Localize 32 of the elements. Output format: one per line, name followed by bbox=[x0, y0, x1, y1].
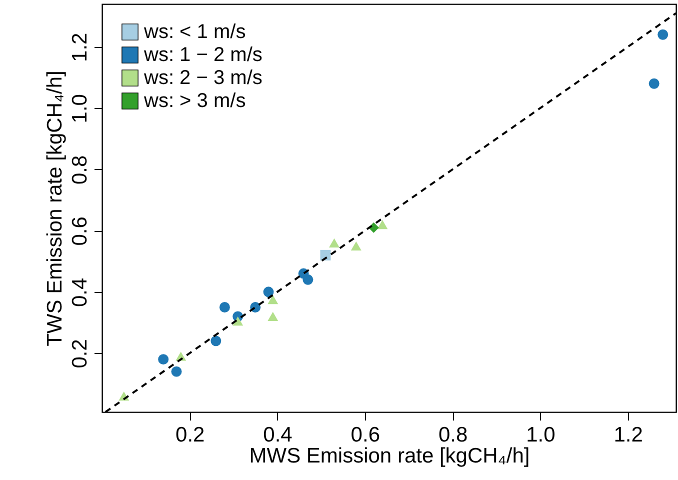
y-tick-label: 0.4 bbox=[68, 278, 92, 308]
point bbox=[328, 238, 340, 248]
point bbox=[658, 29, 668, 40]
x-tick-label: 0.6 bbox=[350, 424, 380, 446]
point bbox=[210, 336, 222, 346]
point bbox=[268, 295, 278, 304]
point bbox=[302, 274, 314, 285]
y-tick-label: 0.2 bbox=[68, 339, 92, 368]
x-tick-label: 0.4 bbox=[263, 424, 293, 446]
y-axis-title: TWS Emission rate [kgCH₄/h] bbox=[44, 70, 66, 346]
y-tick-label: 0.6 bbox=[68, 216, 92, 246]
x-axis-title: MWS Emission rate [kgCH₄/h] bbox=[249, 444, 530, 468]
legend-label: ws: 2 − 3 m/s bbox=[143, 67, 262, 89]
point bbox=[320, 250, 331, 260]
point bbox=[158, 354, 169, 365]
point bbox=[377, 220, 388, 230]
legend-label: ws: > 3 m/s bbox=[143, 90, 246, 112]
legend-label: ws: 1 − 2 m/s bbox=[143, 44, 262, 66]
y-tick-label: 1.2 bbox=[68, 32, 92, 62]
point bbox=[268, 312, 278, 321]
point bbox=[648, 78, 660, 89]
x-tick-label: 0.2 bbox=[176, 424, 205, 446]
point bbox=[219, 302, 230, 312]
x-tick-label: 1.2 bbox=[614, 424, 643, 446]
x-tick-label: 0.8 bbox=[438, 424, 468, 446]
point bbox=[350, 241, 362, 251]
legend-label: ws: < 1 m/s bbox=[143, 21, 246, 43]
y-tick-label: 0.8 bbox=[68, 155, 92, 185]
point bbox=[171, 366, 182, 377]
y-tick-label: 1.0 bbox=[68, 94, 92, 124]
x-tick-label: 1.0 bbox=[526, 424, 556, 446]
point bbox=[263, 286, 274, 298]
